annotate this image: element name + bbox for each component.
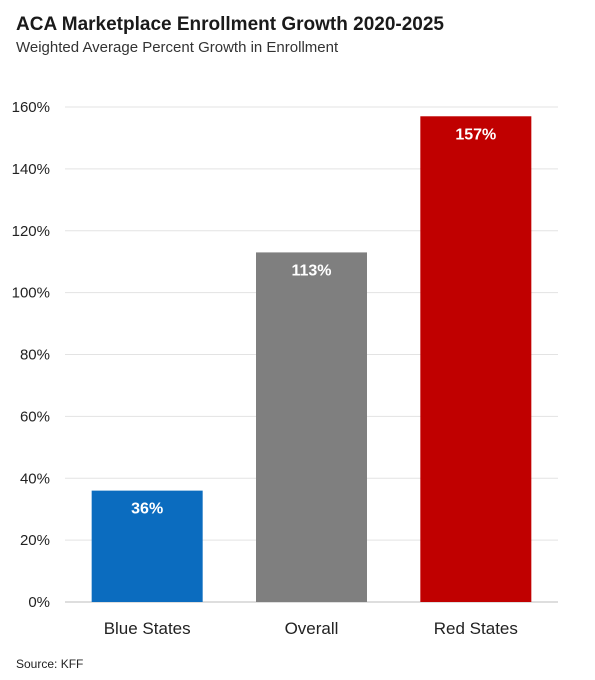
- y-tick-label: 100%: [12, 285, 50, 302]
- y-tick-label: 60%: [20, 408, 50, 425]
- bar-blue-states: [91, 490, 203, 602]
- y-tick-label: 160%: [12, 99, 50, 116]
- x-category-label: Overall: [285, 619, 339, 638]
- y-tick-label: 120%: [12, 223, 50, 240]
- y-tick-label: 20%: [20, 532, 50, 549]
- chart-title: ACA Marketplace Enrollment Growth 2020-2…: [16, 14, 444, 35]
- y-tick-label: 140%: [12, 161, 50, 178]
- x-axis: Blue States Overall Red States: [104, 619, 518, 638]
- y-tick-label: 0%: [28, 594, 50, 611]
- y-axis: 0% 20% 40% 60% 80% 100% 120% 140% 160%: [12, 99, 50, 611]
- x-category-label: Red States: [434, 619, 518, 638]
- data-label: 157%: [455, 126, 496, 143]
- x-category-label: Blue States: [104, 619, 191, 638]
- data-label: 113%: [291, 262, 331, 279]
- data-label: 36%: [131, 501, 163, 518]
- y-tick-label: 80%: [20, 347, 50, 364]
- source-note: Source: KFF: [16, 657, 84, 671]
- bar-overall: [256, 252, 367, 602]
- bars: 36% 113% 157%: [91, 116, 532, 602]
- y-tick-label: 40%: [20, 470, 50, 487]
- bar-red-states: [420, 116, 532, 602]
- chart-subtitle: Weighted Average Percent Growth in Enrol…: [16, 39, 339, 56]
